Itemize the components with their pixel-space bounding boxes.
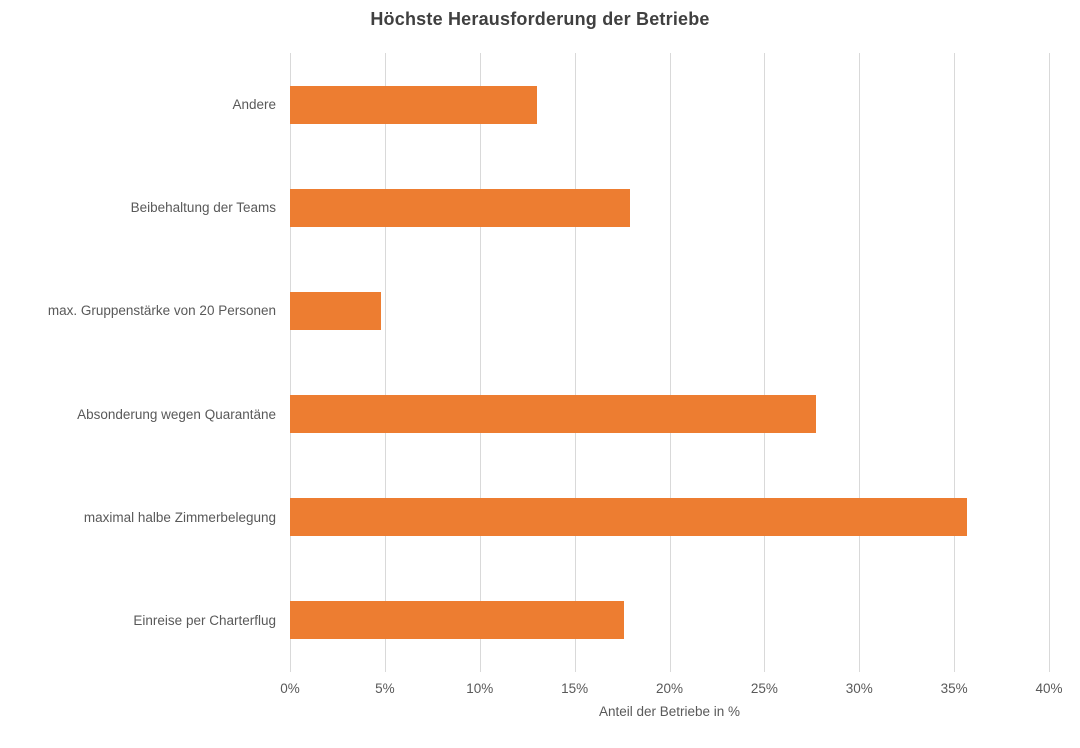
chart-row: Einreise per Charterflug xyxy=(0,569,1049,672)
x-axis: 0% 5% 10% 15% 20% 25% 30% 35% 40% xyxy=(280,681,1062,699)
gridline-10 xyxy=(479,53,481,672)
chart-row: Beibehaltung der Teams xyxy=(0,156,1049,259)
bar-track xyxy=(290,85,1049,124)
x-tick-label: 40% xyxy=(1035,681,1063,696)
gridline-20 xyxy=(669,53,671,672)
chart-row: maximal halbe Zimmerbelegung xyxy=(0,466,1049,569)
gridline-30 xyxy=(859,53,861,672)
gridlines xyxy=(290,53,1050,672)
gridline-0 xyxy=(290,53,291,672)
gridline-5 xyxy=(384,53,386,672)
category-label: maximal halbe Zimmerbelegung xyxy=(83,509,276,525)
category-label: Beibehaltung der Teams xyxy=(130,200,276,216)
bar-track xyxy=(290,188,1049,227)
x-tick-label: 20% xyxy=(655,681,684,696)
bar xyxy=(290,601,624,640)
category-label: Absonderung wegen Quarantäne xyxy=(77,406,276,422)
x-axis-title: Anteil der Betriebe in % xyxy=(598,704,741,719)
gridline-40 xyxy=(1049,53,1050,672)
bar xyxy=(290,291,382,330)
category-label: max. Gruppenstärke von 20 Personen xyxy=(47,303,276,319)
chart-row: max. Gruppenstärke von 20 Personen xyxy=(0,259,1049,362)
bar xyxy=(290,85,537,124)
gridline-15 xyxy=(574,53,576,672)
category-label: Andere xyxy=(232,97,276,113)
bar xyxy=(290,188,630,227)
gridline-35 xyxy=(954,53,956,672)
x-tick-label: 25% xyxy=(750,681,778,696)
bar-track xyxy=(290,291,1049,330)
chart-row: Absonderung wegen Quarantäne xyxy=(0,363,1049,466)
bar-track xyxy=(290,601,1049,640)
bar-track xyxy=(290,498,1049,537)
x-tick-label: 30% xyxy=(845,681,873,696)
plot-area: Andere Beibehaltung der Teams max. Gruppen… xyxy=(0,53,1049,672)
x-tick-label: 0% xyxy=(280,681,300,696)
bar-track xyxy=(290,395,1049,434)
chart-row: Andere xyxy=(0,53,1049,156)
category-label: Einreise per Charterflug xyxy=(133,612,276,628)
bar xyxy=(290,395,816,434)
x-tick-label: 35% xyxy=(940,681,968,696)
bar xyxy=(290,498,968,537)
chart-title: Höchste Herausforderung der Betriebe xyxy=(370,9,710,29)
x-tick-label: 5% xyxy=(375,681,395,696)
gridline-25 xyxy=(764,53,766,672)
x-tick-label: 10% xyxy=(466,681,494,696)
x-tick-label: 15% xyxy=(561,681,589,696)
